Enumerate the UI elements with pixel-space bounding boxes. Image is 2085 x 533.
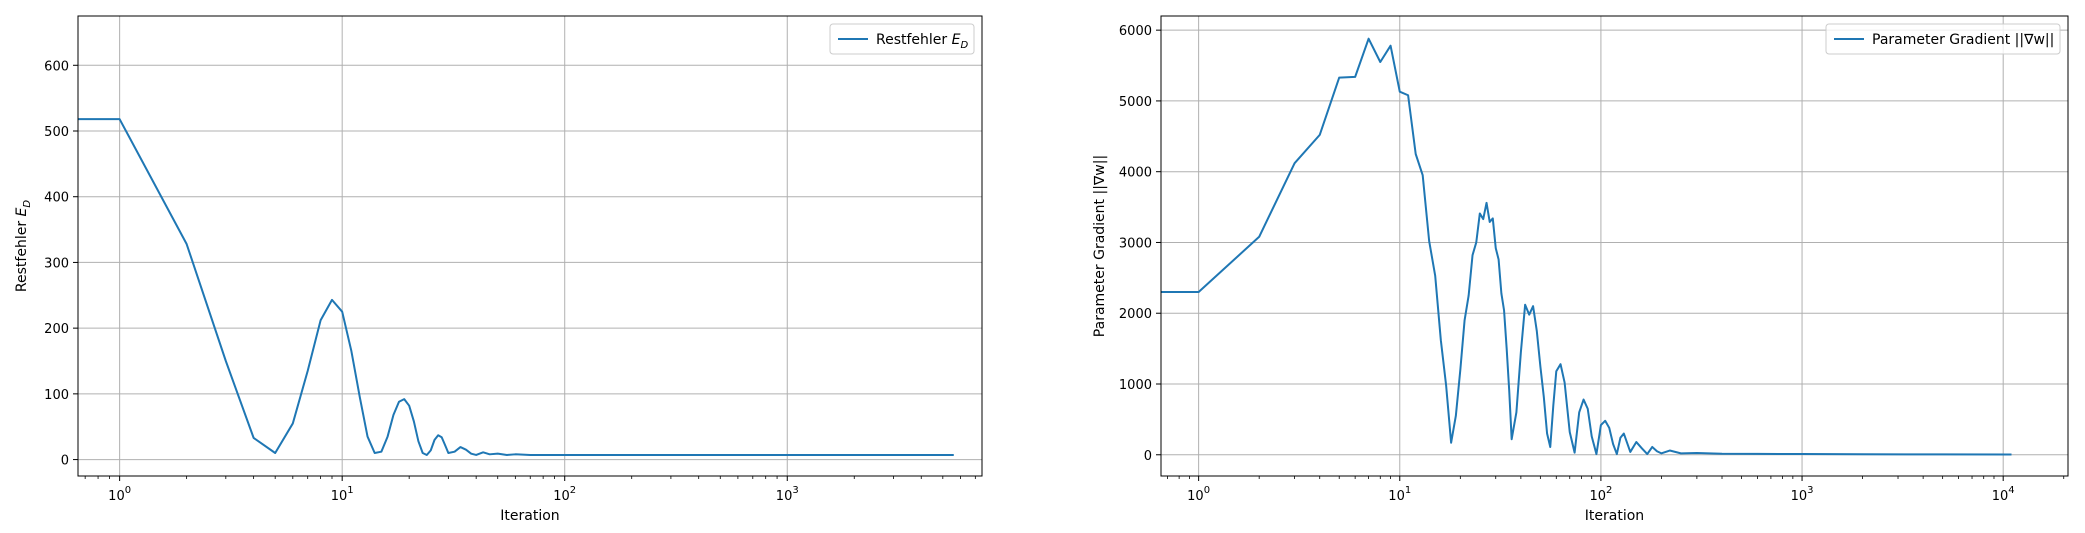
plot-frame: [77, 15, 983, 477]
x-tick-label: 103: [1791, 485, 1814, 504]
series-line: [78, 118, 954, 456]
series-line: [1161, 37, 2012, 456]
legend-box: [829, 23, 975, 55]
x-tick-label: 100: [1187, 485, 1210, 504]
x-tick-label: 101: [331, 485, 354, 504]
y-tick-label: 500: [44, 125, 69, 140]
plot-frame: [1160, 15, 2069, 477]
y-tick-label: 100: [44, 388, 69, 403]
y-tick-label: 0: [61, 454, 69, 469]
x-tick-label: 101: [1388, 485, 1411, 504]
x-tick-label: 102: [1589, 485, 1612, 504]
series: [78, 118, 954, 456]
series: [1161, 37, 2012, 456]
x-tick-label: 103: [776, 485, 799, 504]
x-tick-label: 100: [108, 485, 131, 504]
chart-restfehler: 0 100 200 300 400 500 600 100 101 102 103 Iteratio…: [14, 15, 983, 524]
y-tick-label: 1000: [1119, 378, 1152, 393]
grid: [1161, 16, 2068, 476]
y-tick-label: 4000: [1119, 166, 1152, 181]
y-tick-label: 600: [44, 59, 69, 74]
x-axis-label: Iteration: [1585, 508, 1644, 524]
y-tick-label: 5000: [1119, 95, 1152, 110]
x-tick-label: 104: [1992, 485, 2015, 504]
legend: Restfehler ED: [829, 23, 975, 55]
chart-parameter-gradient: 0 1000 2000 3000 4000 5000 6000 100 101 102 103 104…: [1092, 15, 2069, 524]
y-tick-label: 6000: [1119, 24, 1152, 39]
ticks: 0 100 200 300 400 500 600 100 101 102 103: [44, 59, 976, 504]
y-tick-label: 300: [44, 256, 69, 271]
legend-box: [1825, 23, 2061, 55]
x-axis-label: Iteration: [500, 508, 559, 524]
legend-label: Restfehler ED: [876, 32, 968, 51]
grid: [78, 16, 982, 476]
legend: Parameter Gradient ||∇w||: [1825, 23, 2061, 55]
y-tick-label: 3000: [1119, 236, 1152, 251]
y-tick-label: 400: [44, 191, 69, 206]
legend-label: Parameter Gradient ||∇w||: [1872, 32, 2054, 48]
y-tick-label: 2000: [1119, 307, 1152, 322]
y-tick-label: 0: [1144, 449, 1152, 464]
y-tick-label: 200: [44, 322, 69, 337]
y-axis-label: Parameter Gradient ||∇w||: [1092, 155, 1108, 337]
y-axis-label: Restfehler ED: [14, 200, 33, 292]
x-tick-label: 102: [553, 485, 576, 504]
